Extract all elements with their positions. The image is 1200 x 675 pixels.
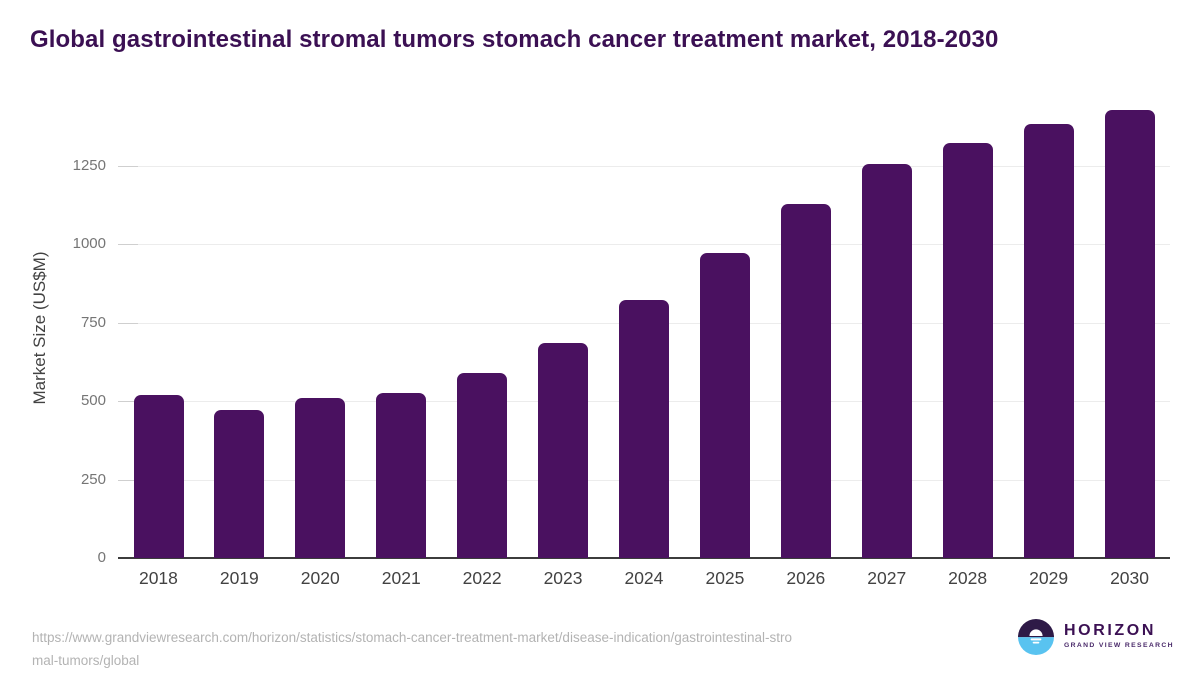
bar-2028[interactable] (942, 142, 993, 558)
bar-2027[interactable] (861, 164, 912, 558)
y-tick-250 (118, 479, 138, 481)
horizon-logo-name: HORIZON (1064, 622, 1156, 639)
x-tick-label-2029: 2029 (1029, 568, 1069, 588)
chart-title: Global gastrointestinal stromal tumors s… (30, 26, 999, 53)
y-tick-label-1250: 1250 (72, 156, 106, 174)
y-tick-1000 (118, 244, 138, 246)
bar-2026[interactable] (780, 203, 831, 558)
bar-2029[interactable] (1023, 123, 1074, 558)
y-tick-label-250: 250 (80, 470, 106, 488)
x-axis-line (118, 557, 1170, 559)
source-url-line2: mal-tumors/global (32, 653, 140, 668)
x-tick-label-2018: 2018 (138, 568, 178, 588)
x-tick-label-2023: 2023 (543, 568, 583, 588)
x-tick-label-2025: 2025 (705, 568, 745, 588)
gridline-1250 (118, 165, 1170, 167)
y-tick-label-750: 750 (80, 313, 106, 331)
bar-2020[interactable] (295, 398, 346, 558)
x-tick-label-2021: 2021 (381, 568, 421, 588)
gridline-1000 (118, 244, 1170, 246)
y-tick-label-1000: 1000 (72, 235, 106, 253)
horizon-logo-subtitle: GRAND VIEW RESEARCH (1064, 642, 1174, 649)
x-tick-label-2026: 2026 (786, 568, 826, 588)
x-tick-label-2024: 2024 (624, 568, 664, 588)
y-tick-1250 (118, 165, 138, 167)
bar-2024[interactable] (619, 300, 669, 558)
y-tick-500 (118, 401, 138, 403)
bar-2021[interactable] (376, 392, 427, 558)
bar-2030[interactable] (1104, 110, 1155, 558)
x-tick-label-2027: 2027 (867, 568, 907, 588)
bar-2018[interactable] (133, 395, 184, 558)
y-tick-label-500: 500 (80, 392, 106, 410)
bar-2023[interactable] (538, 342, 589, 558)
x-tick-label-2019: 2019 (219, 568, 259, 588)
x-tick-label-2022: 2022 (462, 568, 502, 588)
source-url-line1: https://www.grandviewresearch.com/horizo… (32, 630, 793, 645)
horizon-logo-text: HORIZON GRAND VIEW RESEARCH (1064, 622, 1174, 649)
x-tick-label-2028: 2028 (948, 568, 988, 588)
x-tick-label-2020: 2020 (300, 568, 340, 588)
y-tick-label-0: 0 (97, 549, 106, 566)
bar-2019[interactable] (214, 409, 265, 558)
y-tick-750 (118, 322, 138, 324)
bar-2025[interactable] (699, 252, 750, 558)
source-url: https://www.grandviewresearch.com/horizo… (32, 626, 1032, 672)
bar-2022[interactable] (457, 372, 508, 558)
horizon-logo: HORIZON GRAND VIEW RESEARCH (1018, 619, 1178, 659)
horizon-logo-icon (1018, 619, 1054, 655)
x-tick-label-2030: 2030 (1110, 568, 1149, 588)
